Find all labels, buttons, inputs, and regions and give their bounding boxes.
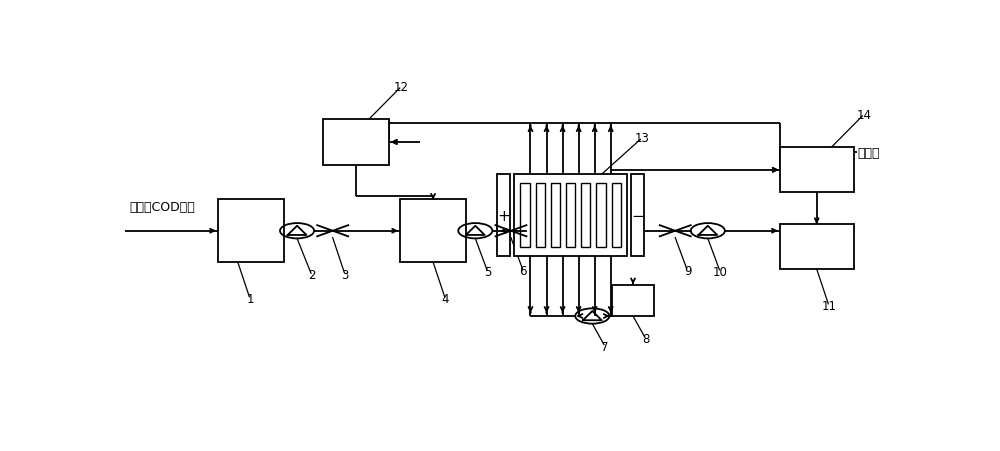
Text: 稀释液: 稀释液 xyxy=(857,147,880,160)
Text: 8: 8 xyxy=(642,332,649,345)
Text: 11: 11 xyxy=(821,299,836,313)
Bar xyxy=(612,184,621,248)
Text: 10: 10 xyxy=(713,265,727,278)
Bar xyxy=(497,175,510,257)
Bar xyxy=(218,200,284,262)
Text: 6: 6 xyxy=(519,265,527,278)
Bar xyxy=(536,184,545,248)
Text: 13: 13 xyxy=(635,132,650,145)
Text: 4: 4 xyxy=(442,292,449,305)
Bar xyxy=(400,200,466,262)
Bar xyxy=(323,120,388,165)
Text: 3: 3 xyxy=(341,268,349,281)
Text: 9: 9 xyxy=(684,265,691,278)
Bar xyxy=(514,175,627,257)
Text: 5: 5 xyxy=(484,265,491,278)
Text: −: − xyxy=(631,208,644,223)
Bar xyxy=(631,175,644,257)
Text: 1: 1 xyxy=(246,292,254,305)
Bar xyxy=(612,285,654,316)
Text: 2: 2 xyxy=(308,269,315,282)
Bar xyxy=(551,184,560,248)
Bar xyxy=(566,184,575,248)
Text: 12: 12 xyxy=(394,81,409,94)
Text: 14: 14 xyxy=(856,109,871,121)
Bar xyxy=(581,184,590,248)
Bar xyxy=(780,224,854,269)
Bar xyxy=(520,184,530,248)
Bar xyxy=(780,148,854,193)
Text: +: + xyxy=(497,208,510,223)
Bar xyxy=(596,184,606,248)
Text: 高盐高COD废水: 高盐高COD废水 xyxy=(129,200,195,213)
Text: 7: 7 xyxy=(601,340,609,353)
